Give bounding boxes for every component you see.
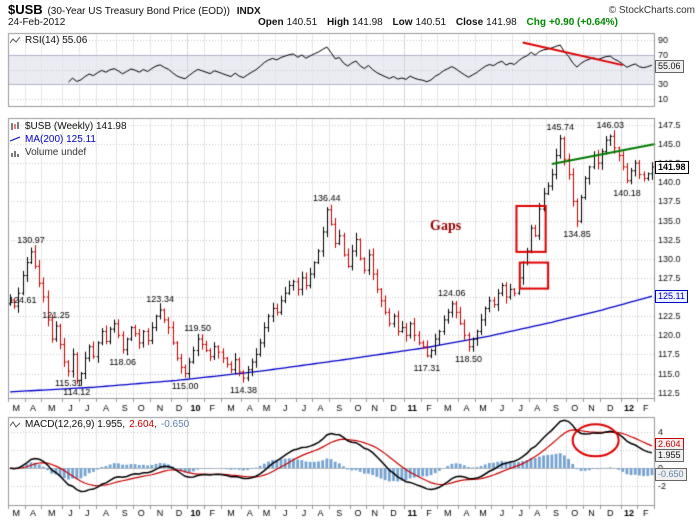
symbol-label: $USB [8,2,43,17]
price-value-box: 141.98 [655,161,689,174]
macd-hist-value-label: -0.650 [160,419,190,430]
quote-line: Open 140.51 High 141.98 Low 140.51 Close 141… [258,17,618,28]
close-value: 141.98 [486,17,517,28]
macd-value-box: 1.955 [655,449,684,462]
price-legend-label: $USB (Weekly) 141.98 [25,121,127,132]
stockcharts-copyright-link[interactable]: © StockCharts.com [608,5,695,16]
close-label: Close [455,17,484,28]
symbol-description: (30-Year US Treasury Bond Price (EOD)) [47,6,230,17]
open-label: Open [258,17,284,28]
chg-label: Chg [526,17,546,28]
volume-bars-icon [11,151,19,157]
low-value: 140.51 [415,17,447,28]
ma-legend: MA(200) 125.11 [10,134,96,145]
ma-value-box: 125.11 [655,290,688,303]
header-title: $USB (30-Year US Treasury Bond Price (EO… [8,2,261,17]
high-label: High [326,17,350,28]
macd-signal-value-label: 2.604, [129,419,157,430]
ma-legend-label: MA(200) 125.11 [25,134,96,145]
macd-legend: MACD(12,26,9) 1.955, 2.604, -0.650 [10,419,189,430]
price-legend: $USB (Weekly) 141.98 [10,121,127,132]
macd-indicator-icon [10,421,21,428]
high-value: 141.98 [352,17,383,28]
rsi-legend: RSI(14) 55.06 [10,35,87,46]
chg-value: +0.90 (+0.64%) [548,17,618,28]
volume-legend-label: Volume undef [25,147,87,158]
ma-line-icon [10,136,21,142]
rsi-legend-label: RSI(14) 55.06 [25,35,88,46]
exchange-label: INDX [236,6,261,17]
open-value: 140.51 [286,17,318,28]
macd-hist-value-box: -0.650 [655,468,687,481]
rsi-value-box: 55.06 [655,60,684,73]
rsi-indicator-icon [10,36,21,44]
low-label: Low [392,17,413,28]
macd-legend-label: MACD(12,26,9) 1.955, [25,419,126,430]
date-label: 24-Feb-2012 [8,17,66,28]
volume-legend: Volume undef [10,147,86,158]
price-bars-icon [11,122,19,130]
